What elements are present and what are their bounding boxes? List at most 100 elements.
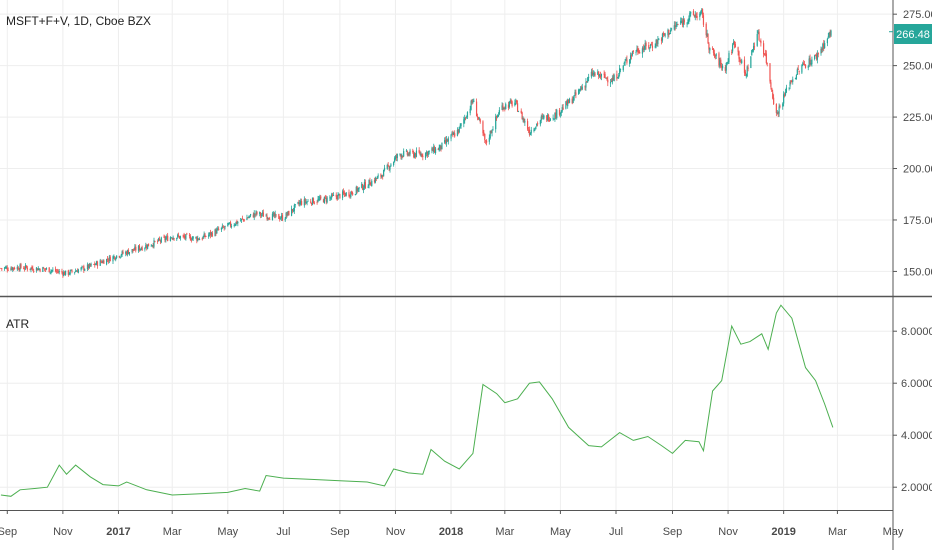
candle-body bbox=[291, 208, 294, 212]
candle-body bbox=[165, 238, 167, 241]
candle-body bbox=[50, 270, 52, 273]
candle-body bbox=[342, 191, 345, 194]
price-tick-label: 250.00 bbox=[903, 61, 932, 73]
candle-body bbox=[401, 155, 403, 158]
candle-body bbox=[135, 246, 137, 251]
candle-body bbox=[383, 167, 386, 171]
candle-body bbox=[221, 225, 223, 228]
candle-body bbox=[536, 123, 538, 126]
candle-body bbox=[51, 270, 53, 271]
candle-body bbox=[386, 164, 388, 169]
candle-body bbox=[784, 92, 787, 96]
candle-body bbox=[166, 236, 168, 238]
candle-body bbox=[279, 218, 281, 220]
candle-body bbox=[265, 215, 267, 217]
candle-body bbox=[775, 103, 777, 113]
candle-body bbox=[578, 89, 581, 91]
candle-body bbox=[336, 196, 338, 200]
candle-body bbox=[720, 59, 722, 65]
candle-body bbox=[294, 204, 296, 206]
candle-body bbox=[235, 221, 237, 226]
candle-body bbox=[178, 236, 181, 239]
candle-body bbox=[567, 99, 569, 107]
candle-body bbox=[191, 238, 193, 241]
candle-body bbox=[701, 10, 703, 12]
candle-body bbox=[534, 129, 536, 131]
candle-body bbox=[821, 49, 823, 50]
candle-body bbox=[126, 251, 128, 255]
candle-body bbox=[280, 218, 282, 220]
candle-body bbox=[6, 267, 8, 270]
candle-body bbox=[406, 151, 408, 155]
time-tick-label: Nov bbox=[718, 526, 738, 538]
candle-body bbox=[218, 228, 220, 230]
candle-body bbox=[484, 133, 486, 140]
candle-body bbox=[783, 94, 786, 97]
candle-body bbox=[335, 194, 337, 197]
candle-body bbox=[351, 191, 353, 194]
candle-body bbox=[272, 213, 274, 215]
candle-body bbox=[783, 94, 785, 104]
candle-body bbox=[349, 195, 351, 197]
candle-body bbox=[119, 256, 121, 258]
candle-body bbox=[163, 236, 165, 238]
candle-body bbox=[196, 237, 198, 241]
candle-body bbox=[298, 202, 300, 205]
candle-body bbox=[1, 268, 3, 270]
candle-body bbox=[75, 270, 77, 272]
atr-tick-label: 8.0000 bbox=[901, 326, 932, 338]
candle-body bbox=[719, 60, 721, 67]
candle-body bbox=[223, 227, 225, 229]
candle-body bbox=[440, 145, 442, 149]
candle-body bbox=[184, 236, 186, 239]
candle-body bbox=[516, 100, 518, 103]
candle-body bbox=[507, 104, 510, 108]
candle-body bbox=[520, 110, 522, 113]
candle-body bbox=[413, 152, 415, 157]
candle-body bbox=[364, 182, 367, 189]
candle-body bbox=[352, 192, 354, 195]
candle-body bbox=[801, 65, 803, 73]
candle-body bbox=[63, 271, 65, 276]
candle-body bbox=[496, 115, 499, 118]
candle-body bbox=[408, 153, 410, 156]
candle-body bbox=[670, 30, 672, 33]
candle-body bbox=[777, 112, 779, 115]
candle-body bbox=[68, 273, 70, 275]
candle-body bbox=[319, 196, 321, 200]
candle-body bbox=[421, 154, 423, 157]
candle-body bbox=[794, 78, 797, 79]
candle-body bbox=[278, 214, 280, 219]
candle-body bbox=[399, 154, 401, 155]
candle-body bbox=[708, 43, 710, 50]
candle-body bbox=[198, 239, 201, 241]
candle-body bbox=[12, 267, 14, 270]
candle-body bbox=[403, 151, 405, 157]
time-tick-label: Mar bbox=[163, 526, 182, 538]
candle-body bbox=[584, 86, 586, 88]
candle-body bbox=[331, 194, 333, 198]
time-tick-label: May bbox=[550, 526, 571, 538]
candle-body bbox=[575, 92, 577, 95]
candle-body bbox=[785, 87, 787, 93]
candle-body bbox=[394, 156, 397, 160]
candle-body bbox=[339, 194, 341, 199]
candle-body bbox=[766, 62, 768, 64]
candle-body bbox=[280, 215, 283, 219]
candle-body bbox=[588, 76, 590, 78]
price-tick-label: 225.00 bbox=[903, 112, 932, 124]
candle-body bbox=[354, 194, 356, 196]
candle-body bbox=[721, 65, 723, 68]
candle-body bbox=[712, 48, 715, 53]
candle-body bbox=[804, 64, 806, 65]
candle-body bbox=[171, 238, 173, 240]
candle-body bbox=[48, 267, 50, 273]
candle-body bbox=[316, 202, 318, 203]
candle-body bbox=[739, 57, 741, 62]
candle-body bbox=[465, 117, 468, 119]
candle-body bbox=[639, 52, 641, 54]
candle-body bbox=[597, 71, 599, 75]
candle-body bbox=[428, 150, 430, 153]
last-price-label: 266.48 bbox=[896, 29, 930, 41]
